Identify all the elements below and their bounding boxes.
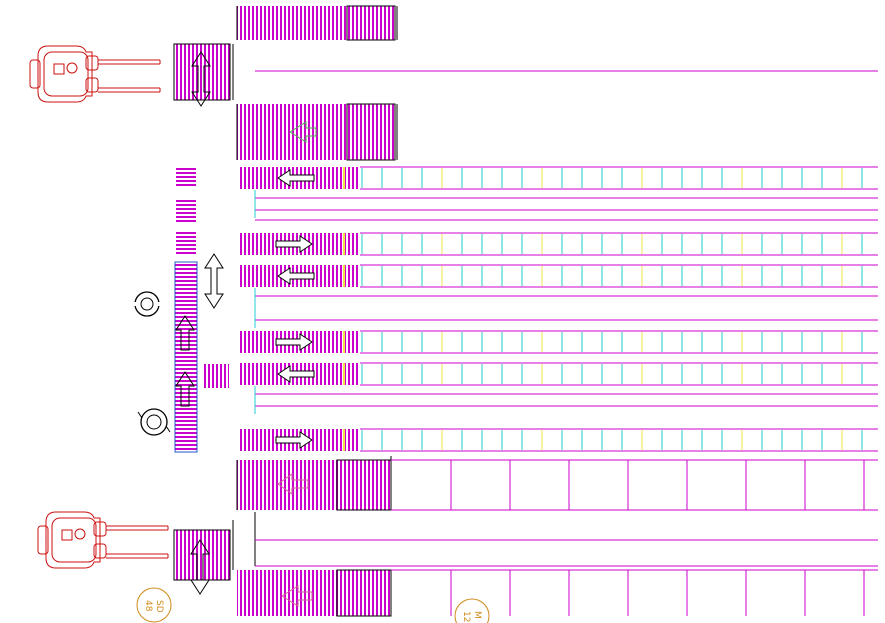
storage-block <box>237 104 347 160</box>
vertical-conveyor <box>174 261 198 453</box>
rotate-icon <box>133 291 161 317</box>
badge-label: 48 <box>143 600 153 612</box>
double-arrow-icon <box>204 253 224 309</box>
location-badge: M 12 <box>454 598 490 623</box>
storage-block <box>336 459 392 511</box>
forklift-icon <box>37 511 169 569</box>
transfer-platform-bottom <box>173 529 231 581</box>
hatched-segment <box>203 364 229 388</box>
conveyor-lanes <box>238 166 878 452</box>
badge-label: SD <box>154 600 164 613</box>
hatched-segment <box>176 232 196 254</box>
storage-block <box>336 569 392 617</box>
storage-block <box>237 460 337 510</box>
storage-block <box>237 6 347 40</box>
forklift-icon <box>29 45 161 103</box>
rotate-icon <box>137 408 171 436</box>
hatched-segment <box>176 200 196 222</box>
hatched-segment <box>176 166 196 188</box>
transfer-platform-top <box>173 43 231 101</box>
badge-label: 12 <box>461 611 471 622</box>
location-badge: SD 48 <box>136 587 172 623</box>
storage-block <box>346 103 396 161</box>
badge-label: M <box>472 611 482 619</box>
storage-block <box>346 5 396 41</box>
